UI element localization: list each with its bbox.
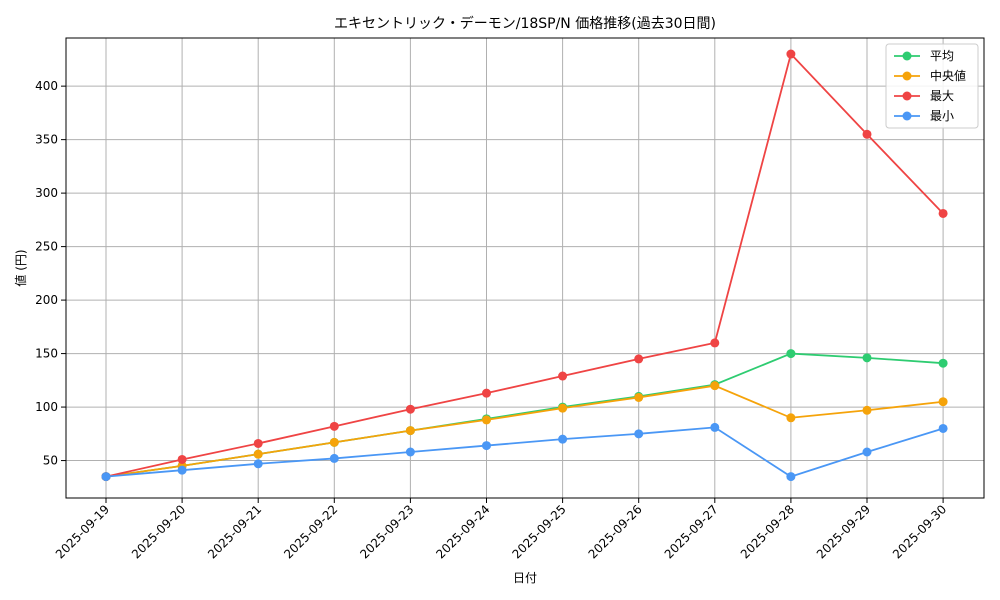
- x-tick-label: 2025-09-21: [205, 502, 264, 561]
- x-tick-label: 2025-09-20: [129, 502, 188, 561]
- legend-marker: [902, 111, 912, 121]
- plot-frame: [65, 37, 985, 499]
- data-point: [786, 472, 796, 482]
- data-point: [558, 371, 568, 381]
- legend-box: [885, 43, 979, 129]
- data-point: [329, 453, 339, 463]
- data-point: [482, 441, 491, 451]
- y-tick-label: 50: [43, 454, 58, 468]
- series-line: [105, 426, 944, 478]
- data-point: [938, 423, 948, 433]
- legend-marker: [902, 71, 912, 81]
- data-point: [786, 49, 796, 59]
- x-tick-label: 2025-09-19: [53, 502, 112, 561]
- y-tick-label: 350: [35, 133, 58, 147]
- data-point: [862, 405, 872, 415]
- legend-entry: 最小: [894, 109, 954, 123]
- x-tick-label: 2025-09-29: [814, 502, 873, 561]
- x-tick-label: 2025-09-25: [510, 502, 569, 561]
- y-tick-label: 150: [35, 347, 58, 361]
- legend-label: 中央値: [930, 68, 966, 83]
- data-point: [482, 388, 491, 398]
- data-point: [710, 338, 720, 348]
- data-point: [862, 353, 872, 363]
- series-lines: [101, 49, 948, 482]
- data-point: [634, 392, 644, 402]
- y-tick-label: 400: [35, 79, 58, 93]
- chart-title: エキセントリック・デーモン/18SP/N 価格推移(過去30日間): [334, 15, 716, 32]
- data-point: [405, 404, 415, 414]
- legend-label: 最大: [930, 89, 954, 103]
- data-point: [329, 421, 339, 431]
- x-tick-label: 2025-09-28: [738, 502, 797, 561]
- legend-marker: [902, 91, 912, 101]
- data-point: [558, 434, 568, 444]
- data-point: [786, 413, 796, 423]
- axis-ticks: 2025-09-19 2025-09-20 2025-09-21 2025-09-22…: [35, 79, 949, 561]
- data-point: [558, 403, 568, 413]
- y-tick-label: 200: [35, 293, 58, 307]
- series-line: [105, 52, 944, 478]
- series-4: [101, 422, 948, 482]
- y-tick-label: 100: [35, 400, 58, 414]
- data-point: [710, 422, 720, 432]
- legend-entry: 最大: [894, 89, 954, 103]
- data-point: [938, 208, 948, 218]
- x-tick-label: 2025-09-24: [433, 502, 492, 561]
- x-tick-label: 2025-09-27: [662, 502, 721, 561]
- data-point: [101, 472, 111, 482]
- x-axis-title: 日付: [513, 571, 537, 585]
- data-point: [405, 426, 415, 436]
- data-point: [938, 397, 948, 407]
- data-point: [253, 449, 263, 459]
- data-point: [634, 354, 644, 364]
- data-point: [862, 129, 872, 139]
- grid-lines: [66, 38, 984, 498]
- data-point: [710, 381, 720, 391]
- data-point: [253, 438, 263, 448]
- series-line: [105, 384, 944, 478]
- data-point: [253, 459, 263, 469]
- data-point: [329, 437, 339, 447]
- legend-entry: 中央値: [894, 68, 966, 83]
- data-point: [405, 447, 415, 457]
- series-2: [101, 381, 948, 482]
- data-point: [634, 429, 644, 439]
- legend-label: 最小: [930, 109, 954, 123]
- x-tick-label: 2025-09-22: [281, 502, 340, 561]
- y-tick-label: 250: [35, 240, 58, 254]
- x-tick-label: 2025-09-26: [586, 502, 645, 561]
- legend-label: 平均: [930, 49, 954, 63]
- legend-marker: [902, 51, 912, 61]
- data-point: [482, 415, 491, 425]
- data-point: [786, 349, 796, 359]
- y-tick-label: 300: [35, 186, 58, 200]
- data-point: [862, 447, 872, 457]
- x-tick-label: 2025-09-23: [357, 502, 416, 561]
- y-axis-title: 値 (円): [13, 249, 28, 286]
- x-tick-label: 2025-09-30: [890, 502, 949, 561]
- legend-entry: 平均: [894, 49, 954, 63]
- data-point: [938, 358, 948, 368]
- data-point: [177, 465, 187, 475]
- series-3: [101, 49, 948, 482]
- data-point: [177, 454, 187, 464]
